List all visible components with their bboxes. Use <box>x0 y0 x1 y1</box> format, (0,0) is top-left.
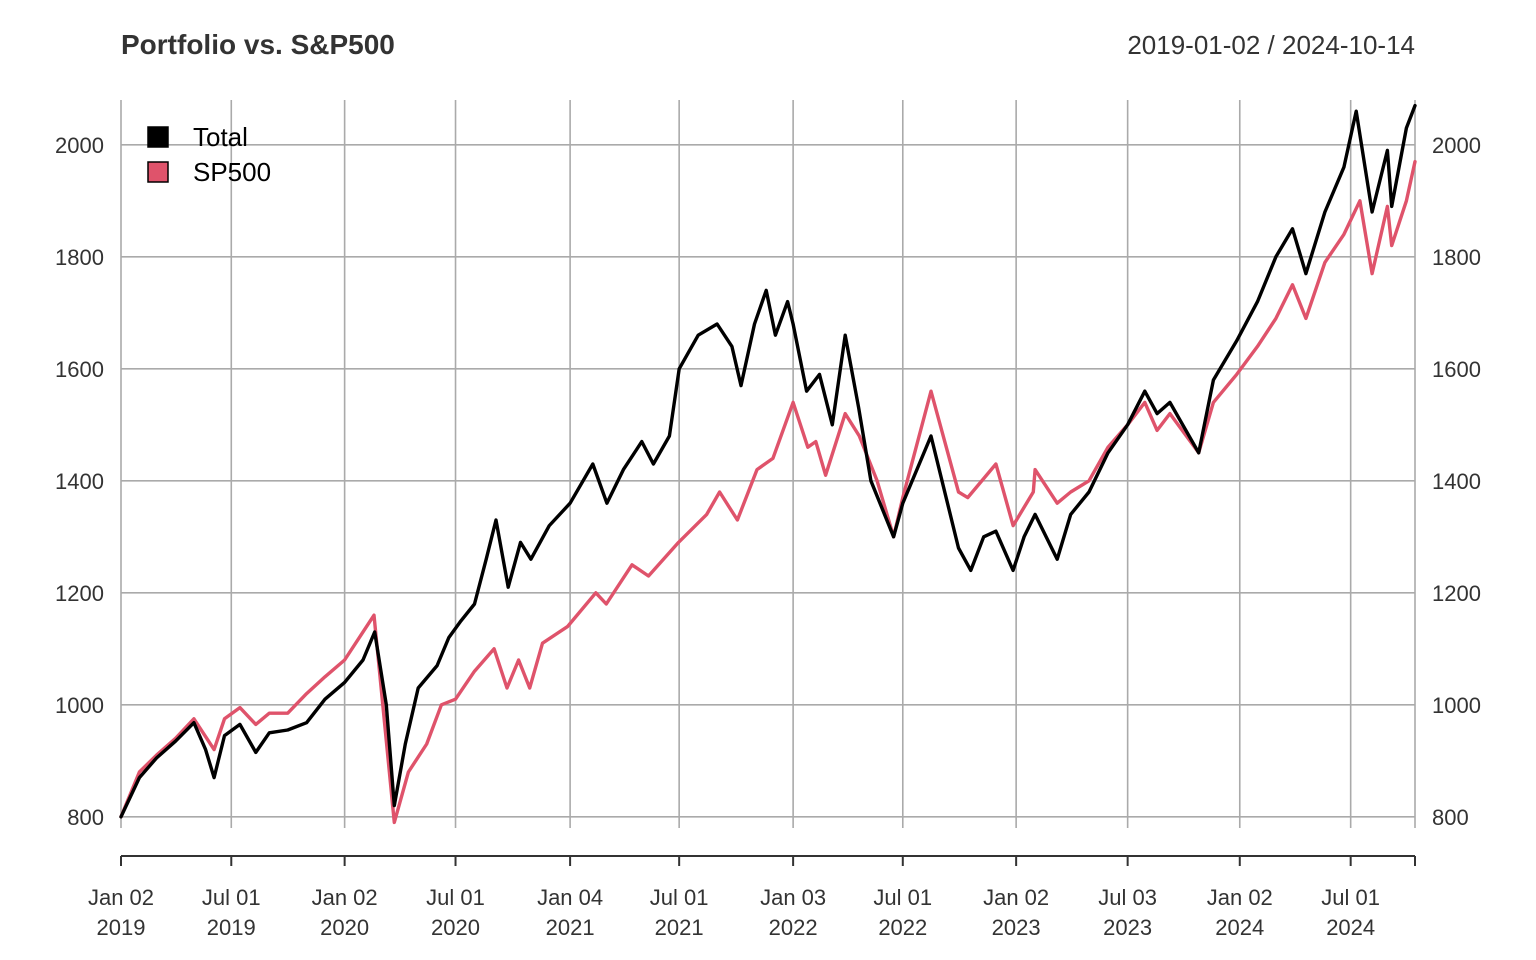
legend: Total SP500 <box>147 122 271 187</box>
x-tick-label: Jul 01 <box>650 885 709 910</box>
x-tick-label: Jul 01 <box>873 885 932 910</box>
series-line-sp500 <box>119 159 1417 825</box>
y-tick-label-left: 2000 <box>55 133 104 158</box>
y-tick-label-right: 1000 <box>1432 693 1481 718</box>
y-tick-label-left: 800 <box>67 805 104 830</box>
date-range-label: 2019-01-02 / 2024-10-14 <box>1127 30 1415 60</box>
x-tick-label: Jan 03 <box>760 885 826 910</box>
y-tick-label-right: 1600 <box>1432 357 1481 382</box>
x-tick-label: Jan 02 <box>1207 885 1273 910</box>
series-line-total <box>119 103 1417 819</box>
grid <box>120 100 1416 828</box>
y-tick-label-right: 1400 <box>1432 469 1481 494</box>
y-tick-label-right: 1800 <box>1432 245 1481 270</box>
y-tick-label-left: 1400 <box>55 469 104 494</box>
y-tick-label-right: 800 <box>1432 805 1469 830</box>
y-tick-label-left: 1000 <box>55 693 104 718</box>
legend-label-total: Total <box>193 122 248 152</box>
x-tick-label-year: 2020 <box>320 915 369 940</box>
x-tick-label: Jan 02 <box>983 885 1049 910</box>
x-tick-label-year: 2022 <box>769 915 818 940</box>
x-tick-label-year: 2021 <box>546 915 595 940</box>
legend-label-sp500: SP500 <box>193 157 271 187</box>
x-tick-label: Jan 02 <box>312 885 378 910</box>
x-tick-label: Jul 01 <box>202 885 261 910</box>
x-tick-label: Jul 01 <box>1321 885 1380 910</box>
x-tick-label-year: 2021 <box>655 915 704 940</box>
series-lines <box>119 103 1417 825</box>
chart-title: Portfolio vs. S&P500 <box>121 29 395 60</box>
legend-swatch-sp500 <box>147 161 169 183</box>
x-tick-label-year: 2020 <box>431 915 480 940</box>
x-tick-label-year: 2024 <box>1326 915 1375 940</box>
x-tick-label: Jul 01 <box>426 885 485 910</box>
y-tick-label-left: 1200 <box>55 581 104 606</box>
x-tick-label-year: 2023 <box>1103 915 1152 940</box>
y-tick-label-right: 2000 <box>1432 133 1481 158</box>
y-tick-label-left: 1800 <box>55 245 104 270</box>
x-tick-label: Jan 04 <box>537 885 603 910</box>
x-tick-label: Jan 02 <box>88 885 154 910</box>
x-tick-label-year: 2019 <box>97 915 146 940</box>
x-tick-label-year: 2023 <box>992 915 1041 940</box>
y-tick-label-right: 1200 <box>1432 581 1481 606</box>
x-tick-label-year: 2019 <box>207 915 256 940</box>
legend-swatch-total <box>147 126 169 148</box>
x-tick-label-year: 2024 <box>1215 915 1264 940</box>
y-tick-label-left: 1600 <box>55 357 104 382</box>
x-tick-label-year: 2022 <box>878 915 927 940</box>
axes: 800 800 1000 1000 1200 1200 1400 1400 1600 1600 18… <box>55 133 1481 940</box>
x-tick-label: Jul 03 <box>1098 885 1157 910</box>
